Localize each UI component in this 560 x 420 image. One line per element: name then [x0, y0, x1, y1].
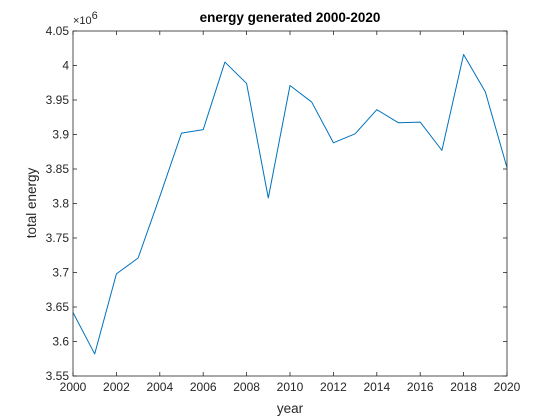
y-tick-label: 3.8	[52, 197, 69, 211]
y-tick-label: 3.75	[46, 231, 70, 245]
data-point	[93, 352, 96, 355]
data-point	[137, 257, 140, 260]
data-point	[419, 121, 422, 124]
y-tick-label: 4	[62, 59, 69, 73]
y-axis: 3.55 3.6 3.65 3.7 3.75 3.8 3.85 3.9 3.95 4 4.05	[46, 24, 507, 383]
data-point	[267, 196, 270, 199]
plot-area	[73, 31, 507, 376]
x-tick-label: 2008	[233, 380, 260, 394]
data-point	[245, 82, 248, 85]
x-axis-label: year	[277, 401, 304, 416]
y-tick-label: 4.05	[46, 24, 70, 38]
series-line	[72, 53, 508, 355]
data-point	[289, 84, 292, 87]
exponent-base: ×10	[73, 15, 92, 27]
chart-title: energy generated 2000-2020	[200, 10, 381, 25]
data-point	[354, 132, 357, 135]
y-axis-label: total energy	[24, 167, 39, 238]
x-tick-label: 2000	[60, 380, 87, 394]
data-point	[115, 272, 118, 275]
x-tick-label: 2006	[190, 380, 217, 394]
data-point	[310, 101, 313, 104]
y-tick-label: 3.55	[46, 369, 70, 383]
plot-box	[72, 30, 508, 377]
y-axis-exponent: ×106	[73, 10, 98, 27]
data-point	[375, 108, 378, 111]
series-group	[72, 53, 508, 355]
data-point	[158, 195, 161, 198]
x-tick-label: 2020	[494, 380, 521, 394]
data-point	[462, 53, 465, 56]
data-point	[397, 121, 400, 124]
x-axis: 2000 2002 2004 2006 2008 2010 2012 2014 2016 2018…	[60, 31, 521, 394]
data-point	[484, 90, 487, 93]
data-point	[440, 149, 443, 152]
x-tick-label: 2012	[320, 380, 347, 394]
y-tick-label: 3.6	[52, 335, 69, 349]
x-tick-label: 2018	[450, 380, 477, 394]
y-tick-label: 3.7	[52, 266, 69, 280]
x-tick-label: 2014	[363, 380, 390, 394]
x-tick-label: 2004	[146, 380, 173, 394]
x-tick-label: 2016	[407, 380, 434, 394]
y-tick-label: 3.65	[46, 300, 70, 314]
data-point	[202, 128, 205, 131]
data-point	[180, 132, 183, 135]
data-point	[332, 141, 335, 144]
exponent-power: 6	[92, 10, 98, 22]
x-tick-label: 2010	[277, 380, 304, 394]
x-tick-label: 2002	[103, 380, 130, 394]
y-tick-label: 3.95	[46, 93, 70, 107]
y-tick-label: 3.9	[52, 128, 69, 142]
y-tick-label: 3.85	[46, 162, 70, 176]
data-point	[223, 61, 226, 64]
